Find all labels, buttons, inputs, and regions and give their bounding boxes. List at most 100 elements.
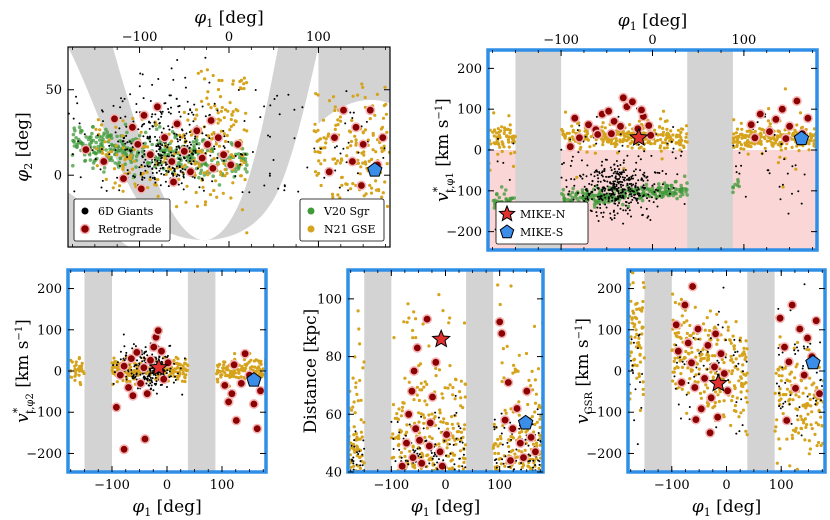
- giant-stars-point: [802, 345, 805, 348]
- gse-stars-point: [679, 143, 683, 147]
- giant-stars-point: [618, 202, 620, 204]
- gse-stars-point: [405, 423, 409, 427]
- gse-stars-point: [439, 420, 443, 424]
- gse-stars-point: [631, 309, 635, 313]
- giant-stars-point: [173, 167, 176, 170]
- sgr-stars-point: [145, 161, 150, 166]
- retrograde-star: [692, 323, 703, 334]
- giant-stars-point: [278, 113, 281, 116]
- gse-stars-point: [722, 399, 726, 403]
- giant-stars-point: [154, 181, 157, 184]
- retrograde-star: [676, 377, 687, 388]
- giant-stars-point: [622, 184, 624, 187]
- gse-stars-point: [677, 331, 681, 335]
- giant-stars-point: [655, 188, 657, 191]
- giant-stars-point: [636, 443, 639, 446]
- giant-stars-point: [161, 110, 164, 113]
- mike-s-star: [367, 161, 383, 177]
- giant-stars-point: [617, 190, 620, 193]
- gse-stars-point: [496, 127, 500, 131]
- giant-stars-point: [144, 346, 147, 349]
- giant-stars-point: [254, 89, 257, 91]
- gse-stars-point: [739, 390, 743, 394]
- gse-stars-point: [699, 357, 703, 361]
- gse-stars-point: [412, 398, 416, 402]
- retrograde-star: [686, 357, 697, 368]
- sgr-stars-point: [197, 142, 201, 146]
- gse-stars-point: [428, 435, 432, 439]
- gse-stars-point: [679, 358, 683, 362]
- giant-stars-point: [168, 128, 171, 131]
- gse-stars-point: [799, 427, 804, 431]
- y-axis-label: φ2 [deg]: [13, 112, 35, 181]
- giant-stars-point: [174, 375, 176, 378]
- giant-stars-point: [615, 198, 618, 201]
- gse-stars-point: [640, 326, 644, 330]
- gse-stars-point: [313, 170, 318, 174]
- giant-stars-point: [113, 371, 116, 374]
- sgr-stars-point: [106, 133, 110, 137]
- giant-stars-point: [459, 427, 462, 430]
- gse-stars-point: [534, 441, 539, 445]
- giant-stars-point: [646, 216, 649, 219]
- giant-stars-point: [139, 72, 142, 75]
- giant-stars-point: [398, 431, 401, 434]
- gse-stars-point: [625, 131, 630, 135]
- sgr-stars-point: [644, 192, 649, 197]
- giant-stars-point: [624, 192, 627, 195]
- giant-stars-point: [178, 165, 181, 168]
- retrograde-star: [746, 119, 757, 130]
- giant-stars-point: [611, 190, 614, 193]
- gse-stars-point: [508, 131, 512, 135]
- retrograde-star: [679, 299, 690, 310]
- gse-stars-point: [144, 145, 148, 149]
- gse-stars-point: [459, 379, 463, 383]
- gse-stars-point: [812, 139, 817, 143]
- gse-stars-point: [638, 360, 643, 364]
- gse-stars-point: [661, 126, 665, 130]
- retrograde-star: [109, 113, 120, 124]
- giant-stars-point: [142, 135, 145, 138]
- gse-stars-point: [405, 320, 409, 324]
- gse-stars-point: [181, 364, 185, 368]
- gse-stars-point: [402, 401, 406, 405]
- gse-stars-point: [744, 355, 748, 359]
- retrograde-star: [377, 132, 388, 143]
- sgr-stars-point: [205, 148, 210, 153]
- giant-stars-point: [617, 115, 620, 118]
- gse-stars-point: [379, 146, 384, 150]
- gse-stars-point: [336, 118, 340, 122]
- giant-stars-point: [139, 173, 142, 176]
- x-tick-label: 100: [210, 478, 235, 493]
- mike-s-star: [805, 354, 821, 370]
- giant-stars-point: [178, 111, 181, 113]
- giant-stars-point: [434, 453, 437, 456]
- giant-stars-point: [151, 113, 154, 116]
- giant-stars-point: [681, 360, 684, 363]
- giant-stars-point: [175, 175, 178, 178]
- gse-stars-point: [391, 403, 396, 407]
- giant-stars-point: [126, 141, 129, 144]
- masked-region-0: [364, 270, 392, 472]
- giant-stars-point: [596, 195, 599, 198]
- gse-stars-point: [674, 334, 678, 338]
- giant-stars-point: [573, 178, 576, 181]
- gse-stars-point: [154, 183, 158, 187]
- giant-stars-point: [190, 143, 192, 146]
- gse-stars-point: [630, 139, 634, 143]
- gse-stars-point: [607, 140, 611, 144]
- giant-stars-point: [615, 185, 618, 188]
- giant-stars-point: [634, 193, 636, 196]
- giant-stars-point: [101, 110, 104, 113]
- gse-stars-point: [794, 365, 798, 369]
- gse-stars-point: [805, 423, 809, 427]
- giant-stars-point: [593, 185, 596, 187]
- retrograde-star: [515, 438, 526, 449]
- giant-stars-point: [355, 463, 358, 466]
- gse-stars-point: [360, 151, 364, 155]
- gse-stars-point: [351, 94, 355, 98]
- giant-stars-point: [598, 171, 601, 173]
- gse-stars-point: [688, 323, 692, 328]
- giant-stars-point: [674, 387, 677, 390]
